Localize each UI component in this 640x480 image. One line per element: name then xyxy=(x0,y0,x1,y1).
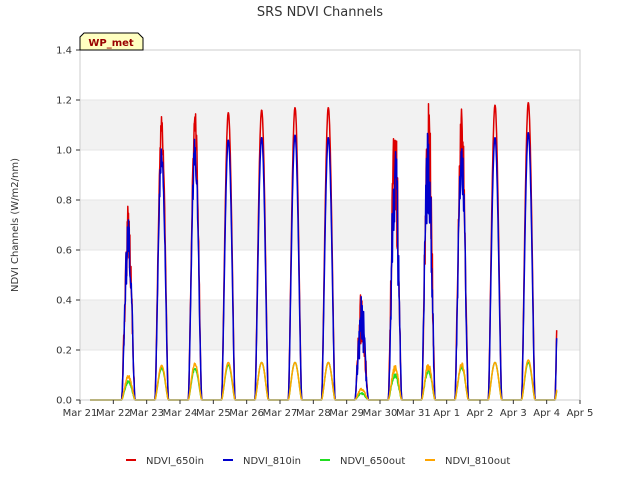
plot-frame xyxy=(79,49,581,401)
x-tick-label: Mar 24 xyxy=(163,408,198,419)
annotation-wp-met: WP_met xyxy=(79,32,144,51)
x-tick-label: Apr 1 xyxy=(433,408,460,419)
x-tick-label: Apr 3 xyxy=(500,408,527,419)
annotation-label: WP_met xyxy=(88,38,134,49)
grid-band xyxy=(80,200,580,250)
legend-label: NDVI_810out xyxy=(445,456,510,467)
annotation-box xyxy=(79,32,144,51)
y-tick-label: 1.2 xyxy=(56,96,72,107)
y-tick-label: 0.2 xyxy=(56,346,72,357)
y-tick-label: 0.0 xyxy=(56,396,72,407)
legend-label: NDVI_810in xyxy=(243,456,301,467)
legend-label: NDVI_650out xyxy=(340,456,405,467)
grid-bands xyxy=(80,49,580,401)
x-tick-label: Mar 21 xyxy=(63,408,98,419)
y-axis: 0.0 0.2 0.4 0.6 0.8 1.0 1.2 1.4 xyxy=(56,46,80,407)
x-tick-label: Apr 2 xyxy=(467,408,494,419)
y-tick-label: 0.4 xyxy=(56,296,72,307)
y-tick-label: 0.6 xyxy=(56,246,72,257)
chart-title: SRS NDVI Channels xyxy=(257,5,383,20)
legend: NDVI_650in NDVI_810in NDVI_650out NDVI_810o… xyxy=(126,456,510,467)
x-tick-label: Mar 23 xyxy=(129,408,164,419)
y-tick-label: 1.0 xyxy=(56,146,72,157)
x-tick-label: Mar 28 xyxy=(296,408,331,419)
x-tick-label: Mar 31 xyxy=(396,408,431,419)
x-tick-label: Mar 29 xyxy=(329,408,364,419)
x-tick-label: Mar 27 xyxy=(263,408,298,419)
x-tick-label: Apr 5 xyxy=(567,408,594,419)
x-tick-label: Mar 22 xyxy=(96,408,131,419)
y-tick-label: 0.8 xyxy=(56,196,72,207)
x-tick-label: Mar 26 xyxy=(229,408,264,419)
x-tick-label: Mar 25 xyxy=(196,408,231,419)
legend-label: NDVI_650in xyxy=(146,456,204,467)
x-tick-label: Mar 30 xyxy=(363,408,398,419)
grid-band xyxy=(80,300,580,350)
y-axis-label: NDVI Channels (W/m2/nm) xyxy=(10,158,21,292)
x-tick-label: Apr 4 xyxy=(533,408,560,419)
y-tick-label: 1.4 xyxy=(56,46,72,57)
